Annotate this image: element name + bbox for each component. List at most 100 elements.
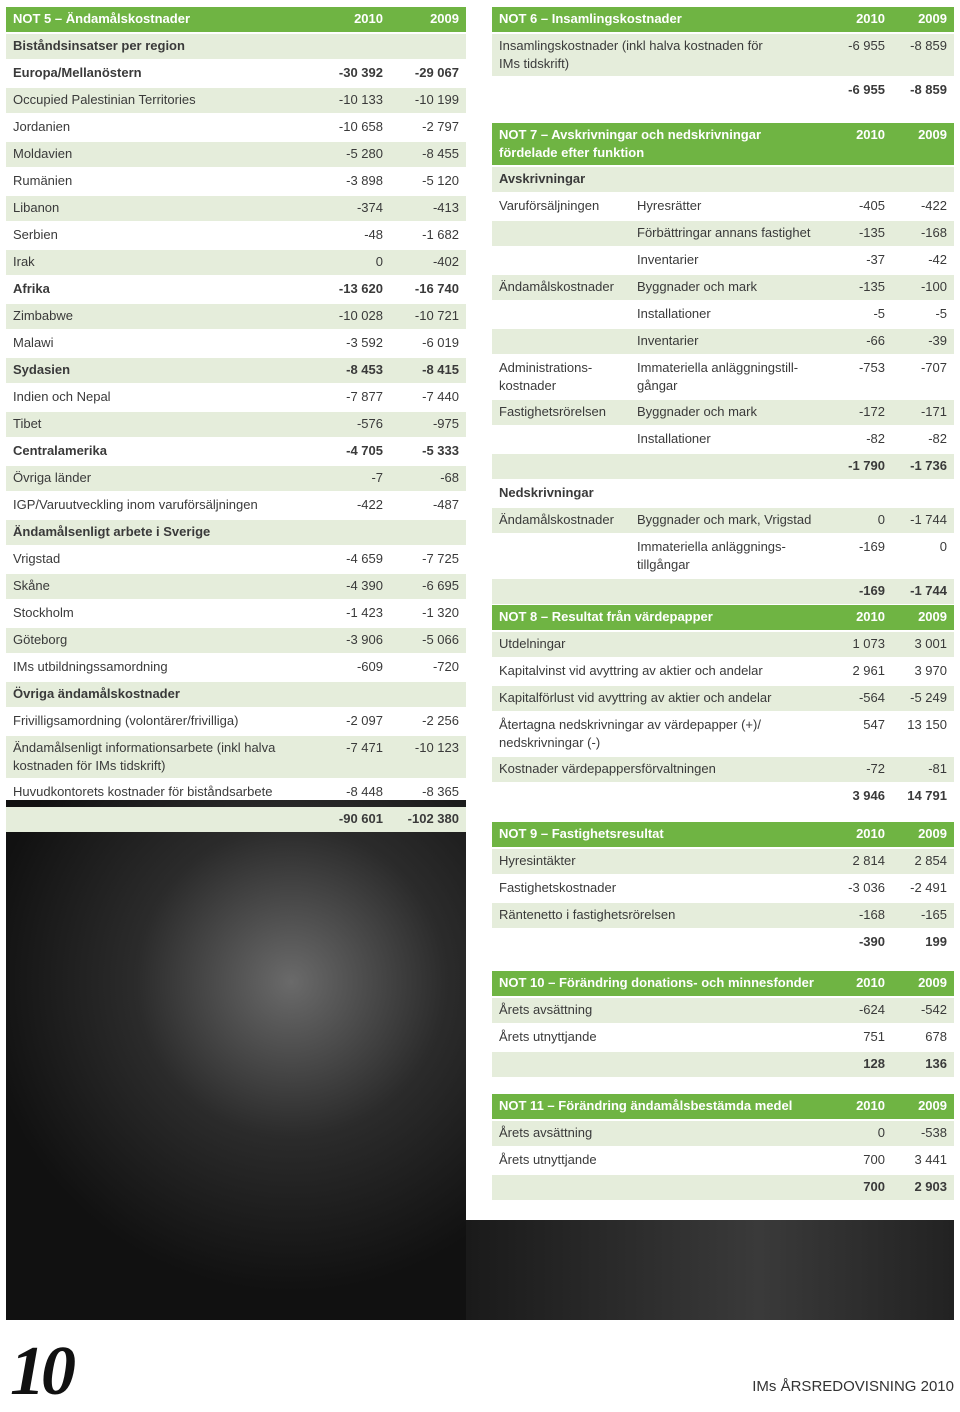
row-label: Frivilligsamordning (volontärer/frivilli… bbox=[13, 713, 239, 728]
row-value: -8 448 bbox=[346, 784, 383, 799]
table-row: Stockholm -1 423 -1 320 bbox=[6, 601, 466, 626]
row-value: -48 bbox=[364, 227, 383, 242]
row-label: Installationer bbox=[637, 431, 711, 446]
row-value: -135 bbox=[858, 225, 885, 240]
row-value: -413 bbox=[432, 200, 459, 215]
table-header: NOT 9 – Fastighetsresultat 2010 2009 bbox=[492, 822, 954, 847]
table-row: Inventarier -66 -39 bbox=[492, 329, 954, 354]
row-value: 547 bbox=[863, 717, 885, 732]
row-value: -2 797 bbox=[422, 119, 459, 134]
table-row: Ändamålsenligt informationsarbete (inkl … bbox=[6, 736, 466, 778]
row-label: Zimbabwe bbox=[13, 308, 73, 323]
row-value: 14 791 bbox=[907, 788, 947, 803]
row-value: -8 859 bbox=[910, 82, 947, 97]
row-value: -753 bbox=[858, 360, 885, 375]
year-label: 2010 bbox=[856, 826, 885, 841]
row-value: 0 bbox=[877, 512, 885, 527]
row-value: -6 019 bbox=[422, 335, 459, 350]
row-value: -16 740 bbox=[414, 281, 459, 296]
row-value: -2 256 bbox=[422, 713, 459, 728]
table-row: 700 2 903 bbox=[492, 1175, 954, 1200]
table-row: -90 601 -102 380 bbox=[6, 807, 466, 832]
row-value: -2 491 bbox=[910, 880, 947, 895]
table-header: NOT 10 – Förändring donations- och minne… bbox=[492, 971, 954, 996]
row-value: -8 415 bbox=[422, 362, 459, 377]
row-value: -707 bbox=[920, 360, 947, 375]
row-value: -168 bbox=[858, 907, 885, 922]
table: NOT 9 – Fastighetsresultat 2010 2009 Hyresi… bbox=[492, 822, 954, 957]
row-label: Byggnader och mark bbox=[637, 404, 757, 419]
table-row: Årets avsättning -624 -542 bbox=[492, 998, 954, 1023]
row-value: 2 854 bbox=[914, 853, 947, 868]
table-header: NOT 7 – Avskrivningar och nedskrivningar… bbox=[492, 123, 954, 165]
row-value: -3 592 bbox=[346, 335, 383, 350]
table-row: Serbien -48 -1 682 bbox=[6, 223, 466, 248]
table-row: Occupied Palestinian Territories -10 133 -… bbox=[6, 88, 466, 113]
year-label: 2010 bbox=[856, 609, 885, 624]
table: NOT 5 – Ändamålskostnader 2010 2009 Bistånd… bbox=[6, 7, 466, 834]
row-value: -390 bbox=[858, 934, 885, 949]
table-row: Inventarier -37 -42 bbox=[492, 248, 954, 273]
table-title: NOT 7 – Avskrivningar och nedskrivningar… bbox=[499, 127, 762, 160]
row-value: -5 bbox=[935, 306, 947, 321]
table-title: NOT 6 – Insamlingskostnader bbox=[499, 11, 682, 26]
row-label: Övriga länder bbox=[13, 470, 92, 485]
row-label: Jordanien bbox=[13, 119, 71, 134]
row-label: Räntenetto i fastighetsrörelsen bbox=[499, 907, 676, 922]
row-value: -30 392 bbox=[338, 65, 383, 80]
row-value: 3 001 bbox=[914, 636, 947, 651]
row-value: -10 199 bbox=[414, 92, 459, 107]
row-value: -10 028 bbox=[338, 308, 383, 323]
row-value: -72 bbox=[866, 761, 885, 776]
photo bbox=[466, 1220, 954, 1320]
row-value: -8 365 bbox=[422, 784, 459, 799]
year-label: 2010 bbox=[856, 11, 885, 26]
row-label: Avskrivningar bbox=[499, 171, 586, 186]
row-label: Byggnader och mark, Vrigstad bbox=[637, 512, 812, 527]
row-value: -39 bbox=[928, 333, 947, 348]
row-value: -4 659 bbox=[346, 551, 383, 566]
row-value: -564 bbox=[858, 690, 885, 705]
row-value: -1 744 bbox=[910, 512, 947, 527]
row-label: IMs utbildningssamordning bbox=[13, 659, 168, 674]
table-row: Ändamålskostnader Byggnader och mark, Vri… bbox=[492, 508, 954, 533]
table-row: Installationer -5 -5 bbox=[492, 302, 954, 327]
row-value: -169 bbox=[858, 583, 885, 598]
row-label: Inventarier bbox=[637, 252, 699, 267]
table-row: Administrations-kostnader Immateriella an… bbox=[492, 356, 954, 398]
year-label: 2009 bbox=[430, 11, 459, 26]
table-row: 128 136 bbox=[492, 1052, 954, 1077]
row-value: 199 bbox=[925, 934, 947, 949]
row-value: -1 423 bbox=[346, 605, 383, 620]
table-row: Irak 0 -402 bbox=[6, 250, 466, 275]
year-label: 2009 bbox=[918, 826, 947, 841]
row-value: -7 725 bbox=[422, 551, 459, 566]
row-label: Göteborg bbox=[13, 632, 68, 647]
row-value: -171 bbox=[920, 404, 947, 419]
table-row: Biståndsinsatser per region bbox=[6, 34, 466, 59]
table-row: Ändamålsenligt arbete i Sverige bbox=[6, 520, 466, 545]
table-row: Centralamerika -4 705 -5 333 bbox=[6, 439, 466, 464]
row-value: -720 bbox=[432, 659, 459, 674]
year-label: 2009 bbox=[918, 975, 947, 990]
row-value: 128 bbox=[863, 1056, 885, 1071]
table-row: Indien och Nepal -7 877 -7 440 bbox=[6, 385, 466, 410]
table-row: Moldavien -5 280 -8 455 bbox=[6, 142, 466, 167]
row-value: -168 bbox=[920, 225, 947, 240]
row-value: 2 961 bbox=[852, 663, 885, 678]
row-value: 136 bbox=[925, 1056, 947, 1071]
table-row: Förbättringar annans fastighet -135 -168 bbox=[492, 221, 954, 246]
row-label: Stockholm bbox=[13, 605, 74, 620]
year-label: 2009 bbox=[918, 11, 947, 26]
table-row: Europa/Mellanöstern -30 392 -29 067 bbox=[6, 61, 466, 86]
table-row: Vrigstad -4 659 -7 725 bbox=[6, 547, 466, 572]
row-value: -172 bbox=[858, 404, 885, 419]
row-value: -1 682 bbox=[422, 227, 459, 242]
table: NOT 6 – Insamlingskostnader 2010 2009 Insam… bbox=[492, 7, 954, 105]
row-label: Sydasien bbox=[13, 362, 71, 377]
row-label: Tibet bbox=[13, 416, 42, 431]
table: NOT 11 – Förändring ändamålsbestämda med… bbox=[492, 1094, 954, 1202]
table-row: -169 -1 744 bbox=[492, 579, 954, 604]
row-value: -8 453 bbox=[346, 362, 383, 377]
row-value: -609 bbox=[356, 659, 383, 674]
